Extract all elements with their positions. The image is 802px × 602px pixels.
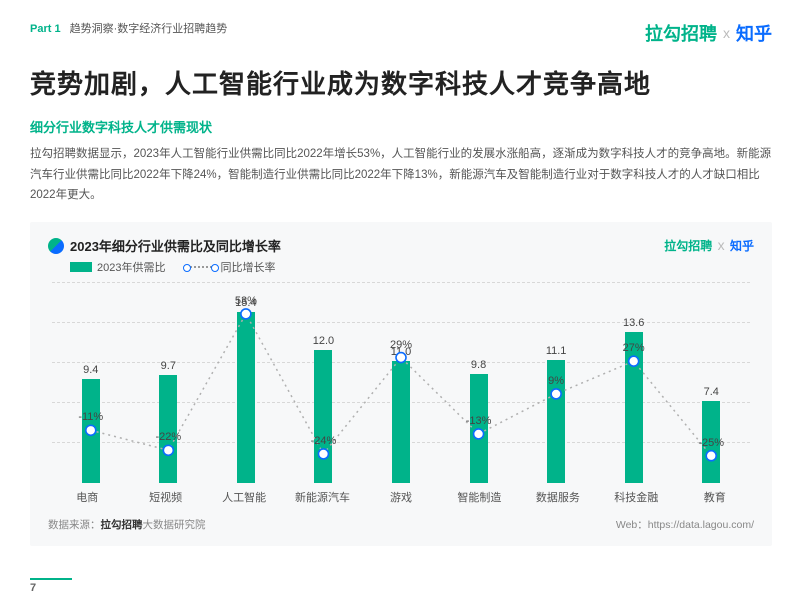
brand-zhihu: 知乎 <box>736 20 772 46</box>
breadcrumb: Part 1 趋势洞察·数字经济行业招聘趋势 <box>30 20 227 36</box>
x-axis-label: 教育 <box>676 489 754 505</box>
legend-bar-swatch <box>70 262 92 272</box>
breadcrumb-text: 趋势洞察·数字经济行业招聘趋势 <box>70 23 228 35</box>
brand-header: 拉勾招聘 x 知乎 <box>645 20 772 46</box>
trend-value-label: 29% <box>390 338 412 350</box>
chart-container: 2023年细分行业供需比及同比增长率 拉勾招聘 x 知乎 2023年供需比 同比… <box>30 222 772 546</box>
chart-title: 2023年细分行业供需比及同比增长率 <box>70 236 281 255</box>
page-title: 竞势加剧，人工智能行业成为数字科技人才竞争高地 <box>30 64 772 101</box>
trend-value-label: 27% <box>623 342 645 354</box>
brand-x-icon: x <box>723 25 730 41</box>
chart-brand: 拉勾招聘 x 知乎 <box>664 237 754 254</box>
legend-line-swatch <box>187 266 215 268</box>
body-paragraph: 拉勾招聘数据显示，2023年人工智能行业供需比同比2022年增长53%，人工智能… <box>30 144 772 206</box>
trend-value-label: 9% <box>548 375 564 387</box>
chart-source: 数据来源：拉勾招聘大数据研究院 <box>48 517 206 532</box>
legend-bar-label: 2023年供需比 <box>97 259 165 275</box>
x-axis-label: 游戏 <box>362 489 440 505</box>
section-subtitle: 细分行业数字科技人才供需现状 <box>30 117 772 136</box>
chart-footer: 数据来源：拉勾招聘大数据研究院 Web：https://data.lagou.c… <box>48 517 754 532</box>
x-axis-label: 电商 <box>48 489 126 505</box>
brand-lagou: 拉勾招聘 <box>645 20 717 46</box>
legend-line: 同比增长率 <box>187 259 275 275</box>
x-axis-label: 科技金融 <box>597 489 675 505</box>
x-axis-label: 数据服务 <box>519 489 597 505</box>
trend-value-label: -13% <box>466 415 492 427</box>
page-number: 7 <box>30 578 72 594</box>
trend-value-label: -24% <box>311 435 337 447</box>
part-label: Part 1 <box>30 23 61 35</box>
chart-plot: 9.49.715.412.011.09.811.113.67.4 -11%-22… <box>52 283 750 483</box>
chart-icon <box>48 238 64 254</box>
legend-bar: 2023年供需比 <box>70 259 165 275</box>
chart-web-url: Web：https://data.lagou.com/ <box>616 517 754 532</box>
trend-value-label: -22% <box>155 431 181 443</box>
x-axis-label: 新能源汽车 <box>283 489 361 505</box>
x-axis-label: 人工智能 <box>205 489 283 505</box>
trend-value-label: -11% <box>78 411 103 423</box>
legend-line-label: 同比增长率 <box>220 259 275 275</box>
x-axis-label: 智能制造 <box>440 489 518 505</box>
trend-value-label: -25% <box>698 437 724 449</box>
chart-xaxis: 电商短视频人工智能新能源汽车游戏智能制造数据服务科技金融教育 <box>48 489 754 505</box>
x-axis-label: 短视频 <box>126 489 204 505</box>
trend-value-label: 53% <box>235 295 257 307</box>
chart-legend: 2023年供需比 同比增长率 <box>70 259 754 275</box>
